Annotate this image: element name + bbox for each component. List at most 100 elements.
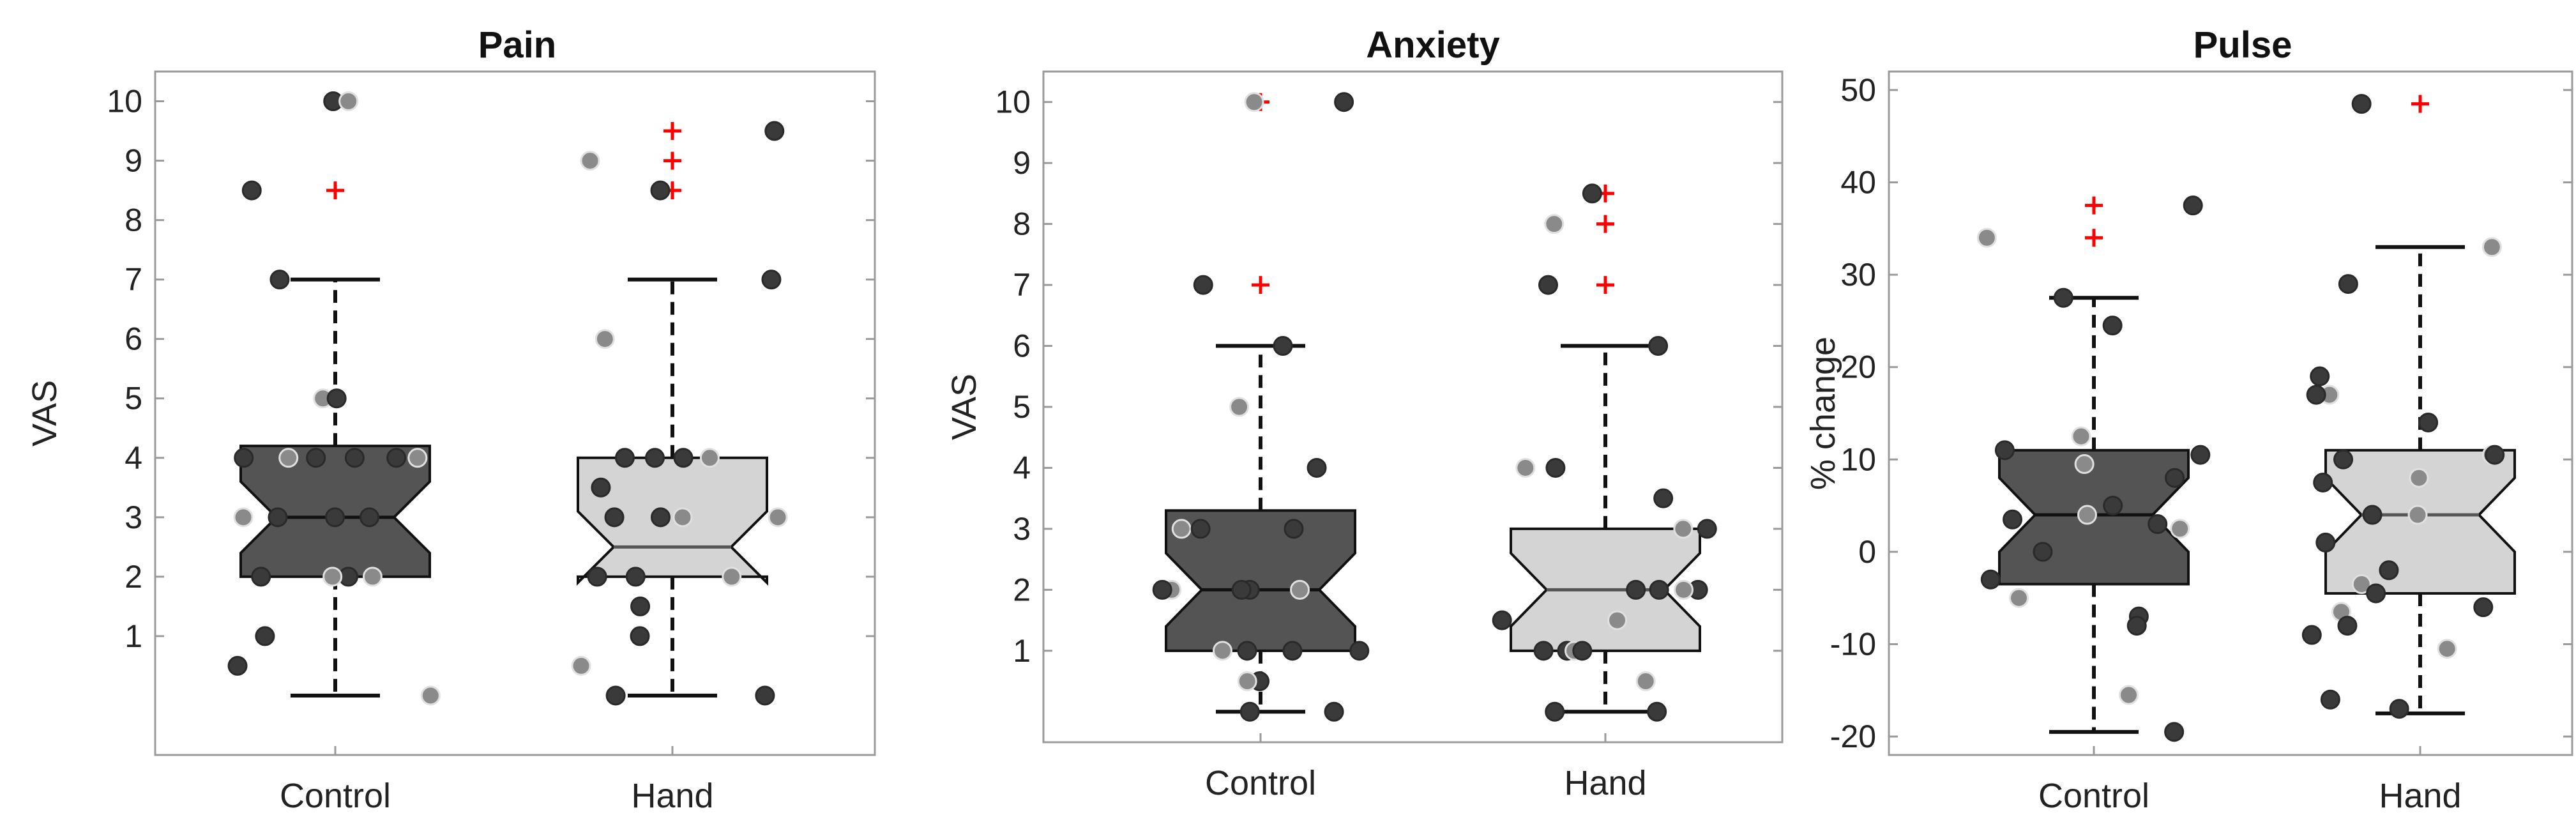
data-point bbox=[604, 507, 625, 528]
data-point bbox=[1572, 641, 1593, 661]
y-tick-label: 2 bbox=[1013, 572, 1031, 607]
data-point bbox=[1515, 457, 1536, 478]
points-control bbox=[1152, 92, 1370, 722]
data-point bbox=[2351, 574, 2372, 594]
data-point bbox=[2074, 454, 2095, 475]
chart-title: Pain bbox=[478, 24, 557, 66]
y-tick-label: 50 bbox=[1840, 72, 1876, 108]
data-point bbox=[227, 655, 248, 676]
x-tick-label-hand: Hand bbox=[1564, 764, 1646, 802]
data-point bbox=[2103, 496, 2123, 516]
data-point bbox=[344, 448, 365, 468]
data-point bbox=[764, 121, 785, 141]
data-point bbox=[1976, 227, 1997, 248]
y-tick-label: 20 bbox=[1840, 349, 1876, 385]
data-point bbox=[1582, 183, 1602, 204]
data-point bbox=[580, 151, 600, 171]
data-point bbox=[2437, 639, 2457, 659]
data-point bbox=[1697, 519, 1717, 539]
y-tick-label: 5 bbox=[1013, 389, 1031, 425]
data-point bbox=[571, 655, 591, 676]
outlier-marker bbox=[2085, 196, 2103, 215]
data-point bbox=[268, 507, 288, 528]
data-point bbox=[699, 448, 720, 468]
data-point bbox=[1237, 641, 1257, 661]
data-point bbox=[1193, 275, 1213, 295]
points-control bbox=[227, 91, 441, 706]
chart-panel-pain: Pain VAS 1 2 3 4 5 6 7 8 9 10 Control Hand bbox=[26, 24, 876, 815]
y-tick-label: 30 bbox=[1840, 257, 1876, 293]
chart-panel-pulse: Pulse % change -20 -10 0 10 20 30 40 50 Control Han… bbox=[1804, 24, 2573, 815]
data-point bbox=[2170, 519, 2190, 539]
outlier-marker bbox=[1252, 276, 1269, 294]
data-point bbox=[2333, 449, 2354, 469]
data-point bbox=[2485, 445, 2505, 465]
y-tick-label: -20 bbox=[1830, 719, 1876, 754]
data-point bbox=[2418, 412, 2439, 432]
data-point bbox=[672, 507, 693, 528]
x-tick-label-hand: Hand bbox=[2379, 777, 2461, 815]
y-axis-label: VAS bbox=[945, 374, 983, 440]
data-point bbox=[2077, 505, 2097, 525]
data-point bbox=[2366, 583, 2386, 604]
data-point bbox=[269, 270, 290, 290]
points-hand bbox=[2301, 94, 2505, 719]
data-point bbox=[2126, 616, 2147, 636]
data-point bbox=[1653, 488, 1674, 508]
y-tick-label: 4 bbox=[125, 440, 142, 476]
data-point bbox=[1545, 457, 1566, 478]
outlier-marker bbox=[663, 151, 681, 170]
outlier-marker bbox=[2085, 229, 2103, 247]
data-point bbox=[625, 567, 646, 587]
data-point bbox=[386, 448, 407, 468]
data-point bbox=[2407, 505, 2428, 525]
data-point bbox=[651, 507, 671, 528]
data-point bbox=[2379, 560, 2399, 581]
y-tick-label: 8 bbox=[125, 202, 142, 238]
data-point bbox=[306, 448, 326, 468]
data-point bbox=[1648, 336, 1669, 356]
data-point bbox=[1647, 701, 1667, 722]
data-point bbox=[1492, 610, 1512, 630]
data-point bbox=[1649, 579, 1669, 600]
data-point bbox=[2119, 685, 2139, 705]
points-hand bbox=[1492, 183, 1717, 722]
y-tick-label: 0 bbox=[1858, 534, 1876, 570]
data-point bbox=[2306, 385, 2326, 405]
data-point bbox=[234, 448, 254, 468]
data-point bbox=[1273, 336, 1293, 356]
data-point bbox=[2053, 287, 2073, 308]
outlier-marker bbox=[663, 122, 681, 141]
data-point bbox=[1231, 579, 1252, 600]
data-point bbox=[1307, 457, 1327, 478]
data-point bbox=[1349, 641, 1370, 661]
data-point bbox=[2003, 509, 2023, 530]
y-axis-label: % change bbox=[1804, 337, 1842, 490]
data-point bbox=[1545, 701, 1565, 722]
data-point bbox=[255, 626, 275, 646]
x-tick-label-control: Control bbox=[1205, 764, 1316, 802]
y-axis-label: VAS bbox=[26, 380, 64, 446]
outlier-marker bbox=[1596, 215, 1614, 233]
data-point bbox=[1152, 579, 1172, 600]
plot-frame bbox=[154, 70, 876, 756]
y-tick-label: 10 bbox=[1840, 441, 1876, 477]
data-point bbox=[2315, 532, 2336, 553]
data-point bbox=[1626, 579, 1646, 600]
data-point bbox=[1212, 641, 1232, 661]
data-point bbox=[1239, 701, 1260, 722]
data-point bbox=[645, 448, 665, 468]
chart-panel-anxiety: Anxiety VAS 1 2 3 4 5 6 7 8 9 10 Control Hand bbox=[945, 24, 1784, 802]
data-point bbox=[650, 180, 671, 201]
data-point bbox=[2338, 274, 2358, 294]
data-point bbox=[2102, 316, 2123, 336]
data-point bbox=[1244, 92, 1264, 112]
data-point bbox=[322, 567, 343, 587]
data-point bbox=[326, 388, 347, 409]
y-tick-label: -10 bbox=[1830, 626, 1876, 662]
data-point bbox=[1635, 671, 1656, 692]
data-point bbox=[1324, 701, 1344, 722]
y-tick-label: 6 bbox=[125, 321, 142, 357]
data-point bbox=[1674, 579, 1694, 600]
data-point bbox=[614, 448, 635, 468]
